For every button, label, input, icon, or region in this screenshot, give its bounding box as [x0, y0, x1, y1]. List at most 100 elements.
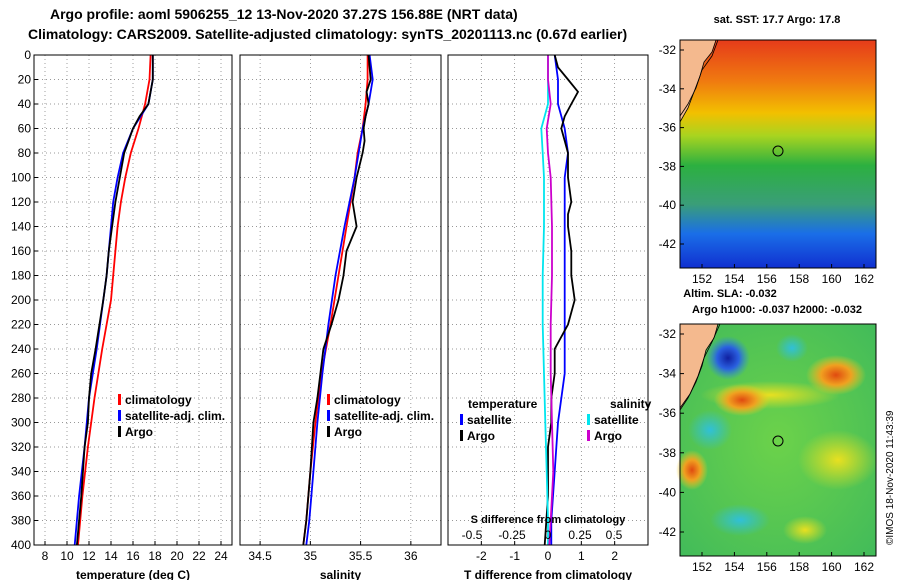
- series-line-s-satellite: [540, 55, 549, 545]
- y-tick-label: 160: [11, 244, 31, 258]
- x-tick-label: 35: [304, 549, 318, 563]
- map-x-tick-label: 158: [789, 560, 809, 574]
- y-tick-label: 40: [18, 97, 32, 111]
- y-tick-label: 60: [18, 122, 32, 136]
- x-tick-label: 10: [60, 549, 74, 563]
- x-tick-label: 1: [578, 549, 585, 563]
- x-tick-label: 2: [611, 549, 618, 563]
- map-x-tick-label: 162: [854, 272, 874, 286]
- x-axis-label-secondary: S difference from climatology: [471, 514, 627, 526]
- sst-argo-marker: [772, 145, 784, 157]
- temperature-panel: 8 10 12 14 16 18 20 22 24 temperature (deg C) 0 20 4…: [11, 48, 233, 580]
- sla-axes: 152 154 156 158 160 162 -32 -34 -36 -38 -40 -42: [659, 327, 875, 574]
- legend-swatch: [587, 414, 590, 425]
- sla-blob: [676, 450, 708, 490]
- sla-land: [679, 323, 719, 412]
- legend-entry: climatology: [334, 393, 401, 407]
- x2-tick-label: -0.25: [498, 528, 526, 542]
- x-tick-label: 18: [148, 549, 162, 563]
- x2-tick-label: 0.5: [606, 528, 623, 542]
- map-y-tick-label: -36: [659, 121, 677, 135]
- sst-contour: [679, 39, 719, 117]
- sla-title-top: Altim. SLA: -0.032: [683, 288, 777, 300]
- x-tick-label: 8: [42, 549, 49, 563]
- sst-map: sat. SST: 17.7 Argo: 17.8 152 154 156 158 16…: [659, 14, 877, 286]
- map-y-tick-label: -38: [659, 159, 677, 173]
- legend-swatch: [327, 426, 330, 437]
- title-line-1: Argo profile: aoml 5906255_12 13-Nov-202…: [50, 6, 518, 22]
- legend-entry: Argo: [125, 425, 153, 439]
- map-x-tick-label: 154: [724, 560, 744, 574]
- series-line-climatology: [77, 54, 152, 546]
- x-tick-label: 36: [404, 549, 418, 563]
- x2-tick-label: 0: [545, 528, 552, 542]
- y-tick-label: 380: [11, 514, 31, 528]
- y-tick-label: 280: [11, 391, 31, 405]
- map-y-tick-label: -40: [659, 198, 677, 212]
- panel-frame: [239, 54, 442, 546]
- x-axis-label: temperature (deg C): [76, 568, 190, 580]
- y-tick-label: 240: [11, 342, 31, 356]
- sst-frame: [679, 39, 877, 269]
- x-tick-label: -1: [509, 549, 520, 563]
- x-tick-label: 14: [104, 549, 118, 563]
- y-tick-label: 180: [11, 269, 31, 283]
- y-tick-label: 80: [18, 146, 32, 160]
- sla-contour: [679, 323, 721, 409]
- map-y-tick-label: -42: [659, 525, 677, 539]
- x-tick-label: 34.5: [248, 549, 272, 563]
- title-line-2: Climatology: CARS2009. Satellite-adjuste…: [28, 26, 628, 42]
- legend-entry: Argo: [467, 429, 495, 443]
- series-line-argo: [302, 54, 372, 546]
- legend-entry: satellite: [467, 413, 512, 427]
- map-x-tick-label: 154: [724, 272, 744, 286]
- legend-entry: satellite-adj. clim.: [334, 409, 434, 423]
- map-x-tick-label: 160: [822, 560, 842, 574]
- series-line-s-argo: [545, 55, 555, 546]
- legend-t-title: temperature: [468, 397, 538, 411]
- sla-blob: [710, 504, 770, 536]
- sla-blob: [806, 355, 866, 395]
- x-tick-label: 22: [192, 549, 206, 563]
- sla-map: Altim. SLA: -0.032 Argo h1000: -0.037 h2…: [659, 288, 878, 574]
- map-y-tick-label: -38: [659, 446, 677, 460]
- legend-swatch: [460, 414, 463, 425]
- series-line-t-satellite: [550, 54, 569, 545]
- legend-entry: Argo: [334, 425, 362, 439]
- sla-blob: [776, 334, 808, 362]
- map-x-tick-label: 152: [692, 560, 712, 574]
- sla-blob: [798, 430, 878, 490]
- sla-argo-marker: [772, 435, 784, 447]
- series-line-argo: [76, 55, 154, 546]
- sst-map-title: sat. SST: 17.7 Argo: 17.8: [714, 14, 841, 26]
- legend-s-title: salinity: [610, 397, 652, 411]
- map-y-tick-label: -34: [659, 82, 677, 96]
- legend-entry: Argo: [594, 429, 622, 443]
- legend-entry: satellite: [594, 413, 639, 427]
- y-tick-label: 20: [18, 73, 32, 87]
- map-x-tick-label: 156: [757, 272, 777, 286]
- sla-blob: [783, 516, 827, 544]
- y-tick-label: 320: [11, 440, 31, 454]
- watermark: ©IMOS 18-Nov-2020 11:43:39: [885, 410, 896, 545]
- x-tick-label: 12: [82, 549, 96, 563]
- panel-frame: [33, 54, 233, 546]
- y-tick-label: 100: [11, 171, 31, 185]
- legend-swatch: [327, 410, 330, 421]
- sla-frame: [679, 323, 877, 557]
- legend-swatch: [327, 394, 330, 405]
- map-y-tick-label: -34: [659, 367, 677, 381]
- y-tick-label: 340: [11, 465, 31, 479]
- map-y-tick-label: -42: [659, 237, 677, 251]
- sla-blob: [688, 410, 732, 450]
- sst-axes: 152 154 156 158 160 162 -32 -34 -36 -38 -40 -42: [659, 43, 875, 286]
- y-tick-label: 200: [11, 293, 31, 307]
- salinity-panel: 34.5 35 35.5 36 salinity climatology satellite…: [239, 54, 442, 580]
- legend-swatch: [118, 426, 121, 437]
- panel-frame: [447, 54, 649, 546]
- y-tick-label: 260: [11, 367, 31, 381]
- map-x-tick-label: 162: [854, 560, 874, 574]
- map-y-tick-label: -32: [659, 43, 677, 57]
- legend-entry: satellite-adj. clim.: [125, 409, 225, 423]
- x2-tick-label: -0.5: [462, 528, 483, 542]
